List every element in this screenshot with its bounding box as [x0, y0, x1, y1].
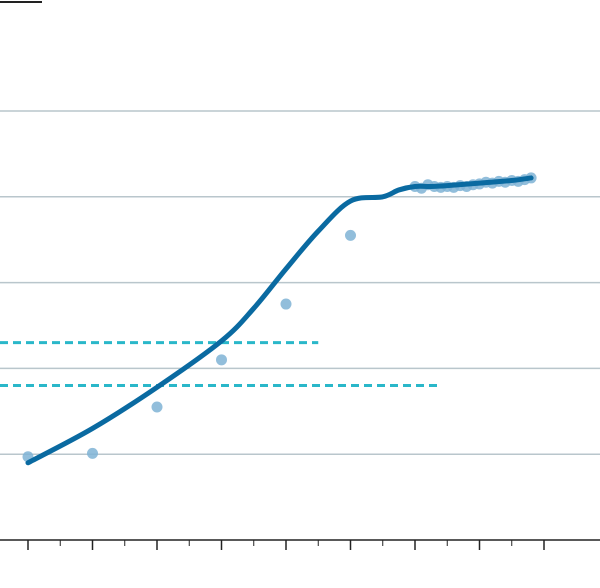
- data-point: [280, 298, 292, 310]
- data-points: [22, 172, 537, 463]
- fit-line: [25, 175, 534, 466]
- x-axis: [0, 539, 600, 550]
- data-point: [87, 447, 98, 459]
- reference-lines: [0, 341, 440, 388]
- gridlines: [0, 110, 600, 455]
- data-point: [345, 229, 356, 241]
- fit-curve: [25, 175, 534, 466]
- data-point: [216, 354, 227, 366]
- data-point: [151, 401, 163, 413]
